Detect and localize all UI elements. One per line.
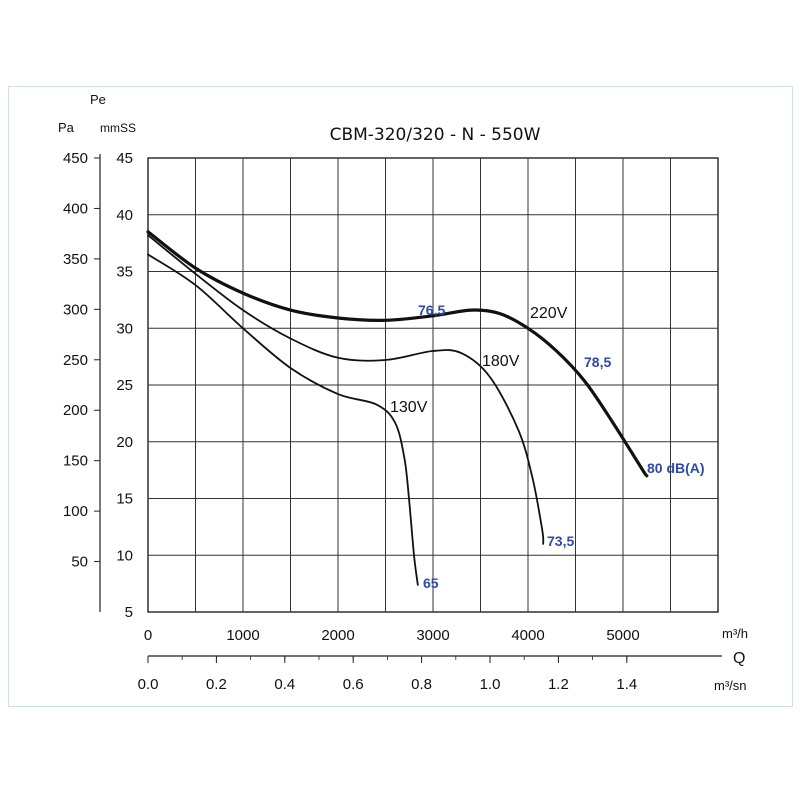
x-m3s-tick-label: 1.0 bbox=[480, 676, 501, 693]
y-pa-tick-label: 400 bbox=[63, 200, 88, 217]
y-axis-pa-unit: Pa bbox=[58, 120, 75, 135]
noise-label-80-dba: 80 dB(A) bbox=[647, 460, 705, 476]
y-mmss-tick-label: 15 bbox=[116, 491, 133, 508]
y-pa-tick-label: 100 bbox=[63, 503, 88, 520]
noise-label-76-5: 76,5 bbox=[418, 302, 445, 318]
x-axis-m3h-unit: m³/h bbox=[722, 626, 748, 641]
y-pa-tick-label: 150 bbox=[63, 453, 88, 470]
y-pa-tick-label: 200 bbox=[63, 402, 88, 419]
y-pa-tick-label: 350 bbox=[63, 251, 88, 268]
x-m3s-tick-label: 0.4 bbox=[274, 676, 295, 693]
y-pa-tick-label: 300 bbox=[63, 301, 88, 318]
grid bbox=[147, 157, 719, 613]
x-m3h-tick-label: 4000 bbox=[511, 627, 544, 644]
voltage-label-220v: 220V bbox=[530, 305, 568, 322]
x-m3s-tick-label: 1.4 bbox=[616, 676, 637, 693]
voltage-label-130v: 130V bbox=[390, 399, 428, 416]
y-mmss-tick-label: 25 bbox=[116, 377, 133, 394]
noise-label-73-5: 73,5 bbox=[547, 533, 574, 549]
x-m3s-tick-label: 0.2 bbox=[206, 676, 227, 693]
y-mmss-tick-label: 10 bbox=[116, 547, 133, 564]
x-m3s-tick-label: 0.0 bbox=[138, 676, 159, 693]
y-mmss-tick-label: 20 bbox=[116, 434, 133, 451]
chart-title: CBM-320/320 - N - 550W bbox=[330, 125, 541, 145]
noise-label-65: 65 bbox=[423, 575, 439, 591]
y-pa-tick-label: 250 bbox=[63, 352, 88, 369]
series-line-220v bbox=[146, 230, 649, 478]
chart-frame bbox=[8, 86, 793, 707]
voltage-label-180v: 180V bbox=[482, 353, 520, 370]
y-mmss-tick-label: 45 bbox=[116, 150, 133, 167]
x-m3h-tick-label: 5000 bbox=[606, 627, 639, 644]
x-axis-m3s-unit: m³/sn bbox=[714, 678, 747, 693]
x-m3h-tick-label: 3000 bbox=[416, 627, 449, 644]
y-pa-tick-label: 50 bbox=[71, 554, 88, 571]
y-pa-tick-label: 450 bbox=[63, 150, 88, 167]
x-m3h-tick-label: 1000 bbox=[226, 627, 259, 644]
y-axis-mmss-unit: mmSS bbox=[100, 121, 136, 135]
annotations: 220V 180V 130V 76,5 78,5 80 dB(A) 73,5 65 bbox=[390, 302, 705, 591]
x-m3s-tick-label: 0.8 bbox=[411, 676, 432, 693]
series-line-130v bbox=[147, 253, 419, 586]
y-mmss-tick-label: 30 bbox=[116, 320, 133, 337]
x-m3h-tick-label: 0 bbox=[144, 627, 152, 644]
series-lines bbox=[146, 230, 649, 586]
y-mmss-tick-label: 40 bbox=[116, 207, 133, 224]
noise-label-78-5: 78,5 bbox=[584, 354, 611, 370]
y-mmss-tick-label: 5 bbox=[125, 604, 133, 621]
y-mmss-tick-label: 35 bbox=[116, 264, 133, 281]
axes: 4504003503002502001501005045403530252015… bbox=[63, 150, 722, 693]
x-m3s-tick-label: 0.6 bbox=[343, 676, 364, 693]
x-m3s-tick-label: 1.2 bbox=[548, 676, 569, 693]
x-m3h-tick-label: 2000 bbox=[321, 627, 354, 644]
series-line-180v bbox=[147, 234, 545, 545]
y-axis-group-label: Pe bbox=[90, 92, 106, 107]
x-axis-label: Q bbox=[733, 650, 745, 667]
